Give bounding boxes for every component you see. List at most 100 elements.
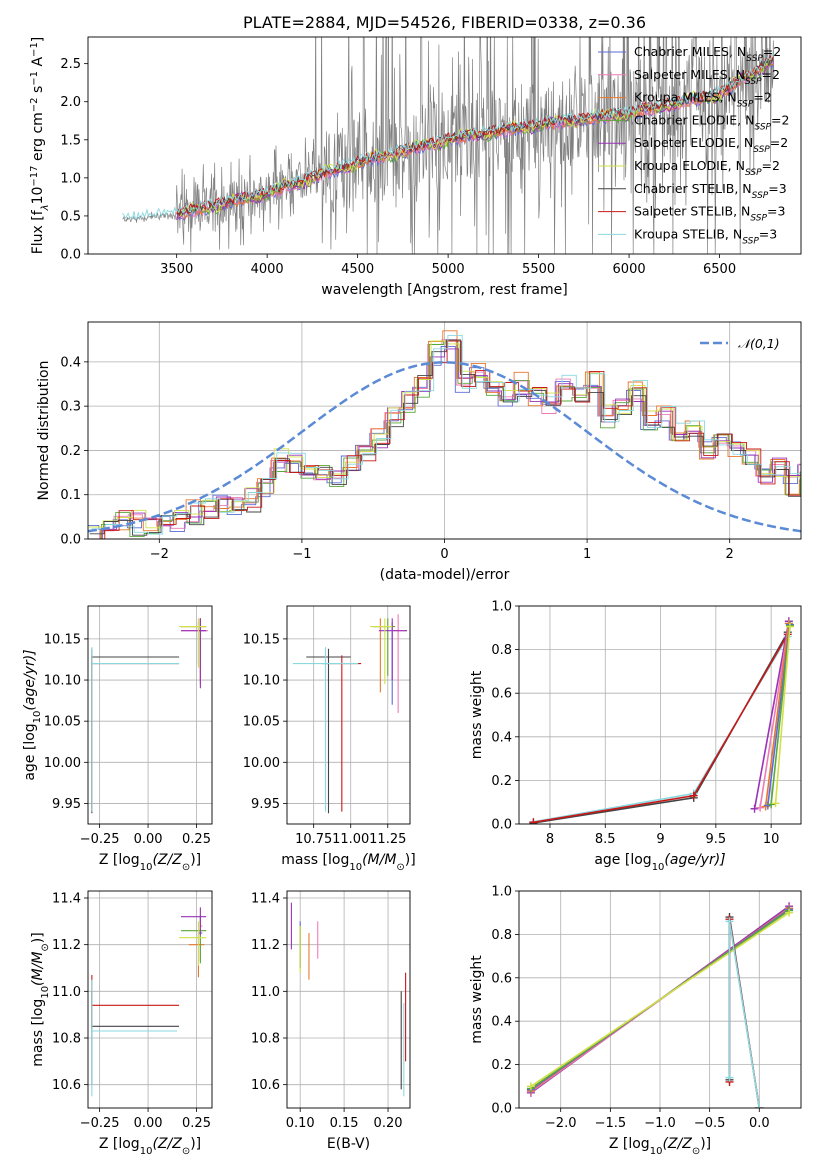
y-tick-label: 11.0	[52, 985, 81, 1000]
hist-step-chabrier-miles	[88, 345, 801, 533]
x-tick-label: −1.5	[595, 1116, 627, 1131]
label-part: SSP	[737, 100, 754, 110]
legend-eq: =	[771, 112, 781, 127]
x-axis-label: Z [log10(Z/Z⊙)]	[99, 852, 201, 873]
x-tick-label: 10	[763, 832, 780, 847]
series-line	[759, 623, 790, 808]
data-point-marker	[756, 803, 765, 812]
hist-step-chabrier-stelib	[89, 339, 801, 536]
label-part: )]	[190, 1136, 201, 1152]
y-tick-label: 0.6	[491, 687, 512, 702]
errorbar-kroupa-elodie	[369, 618, 393, 685]
legend-entry: Kroupa MILES, NSSP=2	[634, 90, 772, 110]
legend-entry: Chabrier MILES, NSSP=2	[634, 44, 781, 64]
y-tick-label: 1.0	[491, 885, 512, 900]
label-part: SSP	[745, 77, 762, 87]
series-line	[770, 625, 791, 805]
y-tick-label: 0.0	[60, 248, 81, 263]
x-tick-label: −2	[150, 547, 169, 562]
y-tick-label: 10.8	[52, 1032, 81, 1047]
hist-step-kroupa-stelib	[91, 334, 801, 535]
y-axis-label: mass weight	[469, 670, 485, 759]
plot-area	[292, 614, 408, 814]
label-part: 10	[32, 711, 43, 724]
label-part: ⊙	[182, 1146, 190, 1157]
y-tick-label: 1.0	[60, 171, 81, 186]
axes-frame	[87, 321, 802, 540]
label-part: (data-model)/error	[380, 567, 510, 583]
label-part: mass weight	[469, 670, 485, 759]
errorbar-kroupa-stelib	[91, 979, 178, 1097]
label-part: age [log	[22, 723, 38, 780]
label-part: , N	[729, 44, 746, 59]
x-tick-label: 0.15	[330, 1116, 359, 1131]
y-tick-label: 10.05	[243, 715, 280, 730]
plot-area	[122, 37, 775, 254]
x-tick-label: 3500	[160, 262, 193, 277]
y-tick-label: 1.5	[60, 133, 81, 148]
series-kroupa-miles	[761, 619, 793, 811]
y-tick-label: 2.5	[60, 57, 81, 72]
x-axis-label: Z [log10(Z/Z⊙)]	[609, 1136, 711, 1157]
label-part: Z [log	[99, 1136, 140, 1152]
panel-mass-vs-ebv: 0.10 0.15 0.20 10.6 10.8 11.0 11.2 11.4 E(B-V)	[251, 890, 411, 1152]
errorbar-kroupa-stelib	[91, 647, 180, 812]
label-part: Kroupa MILES	[634, 90, 720, 105]
errorbar-chabrier-elodie	[181, 916, 207, 964]
label-part: 2	[781, 112, 789, 127]
y-tick-label: 10.10	[44, 674, 81, 689]
label-part: SSP	[746, 54, 763, 64]
label-part: wavelength [Angstrom, rest frame]	[321, 282, 567, 298]
legend-entry: Salpeter MILES, NSSP=2	[634, 67, 780, 87]
x-tick-label: 4500	[341, 262, 374, 277]
axes-frame	[87, 890, 213, 1109]
label-part: (age/yr)]	[664, 852, 725, 868]
y-tick-label: 10.15	[243, 632, 280, 647]
y-tick-label: 11.4	[251, 892, 280, 907]
x-tick-label: 5500	[522, 262, 555, 277]
label-part: 3	[777, 204, 785, 219]
x-tick-label: 0.10	[286, 1116, 315, 1131]
panel-age-vs-Z: −0.25 0.00 0.25 9.95 10.00 10.05 10.10 10.15 Z […	[22, 605, 213, 873]
label-part: 2	[773, 44, 781, 59]
legend-entry: 𝒩(0,1)	[738, 336, 780, 351]
data-point-marker	[725, 1073, 734, 1082]
label-part: 2	[772, 67, 780, 82]
x-axis-label: (data-model)/error	[380, 567, 510, 583]
errorbar-chabrier-miles	[197, 622, 207, 664]
y-tick-label: 0.0	[60, 533, 81, 548]
x-tick-label: −1.0	[644, 1116, 676, 1131]
x-tick-label: 1	[583, 547, 591, 562]
y-tick-label: 10.05	[44, 715, 81, 730]
legend-eq: =	[763, 44, 773, 59]
legend-entry: Kroupa STELIB, NSSP=3	[634, 226, 777, 246]
label-part: SSP	[752, 191, 769, 201]
data-point-marker	[529, 818, 538, 824]
plot-area	[88, 330, 801, 539]
hist-step-chabrier-elodie	[88, 340, 801, 539]
y-tick-label: 10.8	[251, 1032, 280, 1047]
x-tick-label: 0.20	[374, 1116, 403, 1131]
errorbar-kroupa-elodie	[179, 921, 207, 966]
data-point-marker	[725, 917, 734, 926]
label-part: (Z/Z	[152, 852, 182, 868]
errorbar-kroupa-elodie	[179, 618, 207, 668]
label-part: ⊙	[396, 862, 404, 873]
errorbar-salpeter-elodie	[181, 907, 207, 936]
label-part: SSP	[745, 168, 762, 178]
label-part: Chabrier ELODIE	[634, 112, 737, 127]
legend-eq: =	[768, 181, 778, 196]
x-tick-label: 9	[656, 832, 664, 847]
axis-ticks: −2 −1 0 1 2 0.0 0.1 0.2 0.3 0.4	[60, 355, 734, 562]
label-part: Salpeter STELIB	[634, 204, 733, 219]
y-tick-label: 0.2	[491, 1058, 512, 1073]
x-tick-label: 0.25	[182, 832, 211, 847]
legend: Chabrier MILES, NSSP=2 Salpeter MILES, NS…	[598, 44, 789, 246]
normal-curve	[88, 361, 801, 533]
label-part: SSP	[750, 214, 767, 224]
y-tick-label: 0.5	[60, 209, 81, 224]
y-tick-label: 0.4	[491, 1015, 512, 1030]
label-part: 10	[652, 862, 665, 873]
